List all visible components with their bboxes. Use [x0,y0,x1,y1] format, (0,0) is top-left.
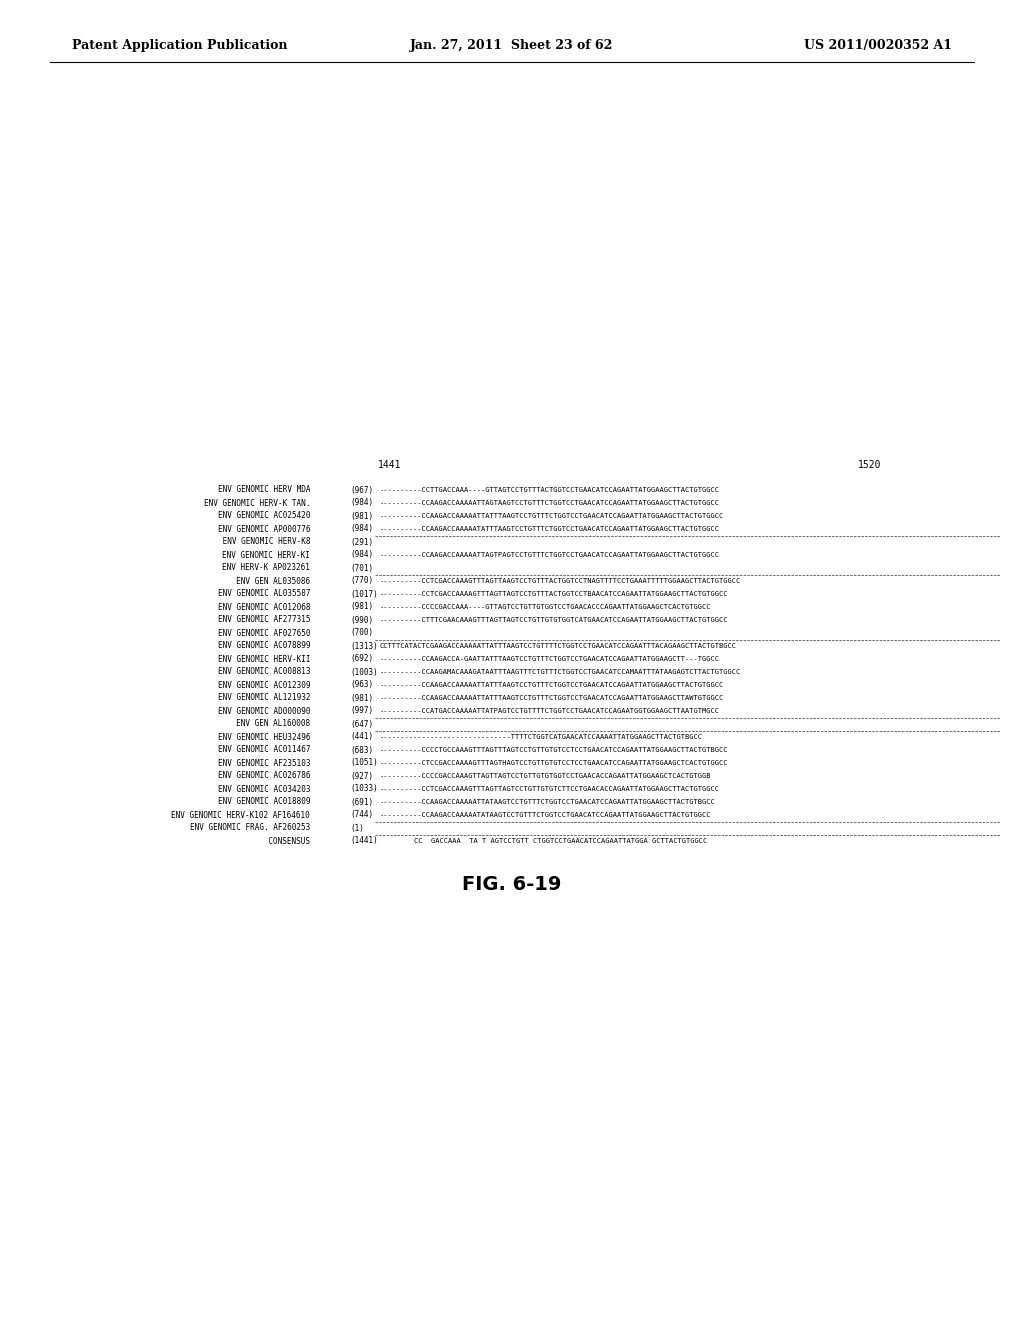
Text: (691): (691) [350,797,373,807]
Text: ENV GENOMIC AC008813: ENV GENOMIC AC008813 [217,668,310,676]
Text: ----------CCCCGACCAAA----GTTAGTCCTGTTGTGGTCCTGAACACCCAGAATTATGGAAGCTCACTGTGGCC: ----------CCCCGACCAAA----GTTAGTCCTGTTGTG… [380,605,712,610]
Text: (441): (441) [350,733,373,742]
Text: (1313): (1313) [350,642,378,651]
Text: ENV GENOMIC AC025420: ENV GENOMIC AC025420 [217,511,310,520]
Text: ENV GENOMIC HERV MDA: ENV GENOMIC HERV MDA [217,486,310,495]
Text: (1003): (1003) [350,668,378,676]
Text: (981): (981) [350,693,373,702]
Text: ENV HERV-K AP023261: ENV HERV-K AP023261 [222,564,310,573]
Text: ENV GENOMIC AC026786: ENV GENOMIC AC026786 [217,771,310,780]
Text: (1017): (1017) [350,590,378,598]
Text: ENV GENOMIC AF027650: ENV GENOMIC AF027650 [217,628,310,638]
Text: ENV GENOMIC AD000090: ENV GENOMIC AD000090 [217,706,310,715]
Text: ENV GENOMIC HERV-KI: ENV GENOMIC HERV-KI [222,550,310,560]
Text: Jan. 27, 2011  Sheet 23 of 62: Jan. 27, 2011 Sheet 23 of 62 [411,38,613,51]
Text: (770): (770) [350,577,373,586]
Text: US 2011/0020352 A1: US 2011/0020352 A1 [804,38,952,51]
Text: (990): (990) [350,615,373,624]
Text: (963): (963) [350,681,373,689]
Text: ENV GENOMIC AL121932: ENV GENOMIC AL121932 [217,693,310,702]
Text: ENV GENOMIC AC078899: ENV GENOMIC AC078899 [217,642,310,651]
Text: (700): (700) [350,628,373,638]
Text: ----------CCAAGACCAAAAATTATTTAAGTCCTGTTTCTGGTCCTGAACATCCAGAATTATGGAAGCTTACTGTGGC: ----------CCAAGACCAAAAATTATTTAAGTCCTGTTT… [380,682,724,688]
Text: ENV GENOMIC HEU32496: ENV GENOMIC HEU32496 [217,733,310,742]
Text: (683): (683) [350,746,373,755]
Text: ----------CCAAGACCAAAAATTATAAGTCCTGTTTCTGGTCCTGAACATCCAGAATTATGGAAGCTTACTGTBGCC: ----------CCAAGACCAAAAATTATAAGTCCTGTTTCT… [380,799,716,805]
Text: (291): (291) [350,537,373,546]
Text: (1033): (1033) [350,784,378,793]
Text: 1520: 1520 [858,459,882,470]
Text: CONSENSUS: CONSENSUS [199,837,310,846]
Text: (1051): (1051) [350,759,378,767]
Text: (744): (744) [350,810,373,820]
Text: Patent Application Publication: Patent Application Publication [72,38,288,51]
Text: CC  GACCAAA  TA T AGTCCTGTT CTGGTCCTGAACATCCAGAATTATGGA GCTTACTGTGGCC: CC GACCAAA TA T AGTCCTGTT CTGGTCCTGAACAT… [380,838,708,843]
Text: ENV GENOMIC FRAG. AF260253: ENV GENOMIC FRAG. AF260253 [189,824,310,833]
Text: ----------CCAAGAMACAAAGATAATTTAAGTTTCTGTTTCTGGTCCTGAACATCCAMAATTTATAAGAGTCTTACTG: ----------CCAAGAMACAAAGATAATTTAAGTTTCTGT… [380,669,741,675]
Text: ----------CCAAGACCAAAAATATTTAAGTCCTGTTTCTGGTCCTGAACATCCAGAATTATGGAAGCTTACTGTGGCC: ----------CCAAGACCAAAAATATTTAAGTCCTGTTTC… [380,525,720,532]
Text: (984): (984) [350,524,373,533]
Text: ----------CCTCGACCAAAAGTTTAGTTAGTCCTGTTTACTGGTCCTBAACATCCAGAATTATGGAAGCTTACTGTGG: ----------CCTCGACCAAAAGTTTAGTTAGTCCTGTTT… [380,591,728,597]
Text: (647): (647) [350,719,373,729]
Text: (692): (692) [350,655,373,664]
Text: ----------CCAAGACCAAAAATATAAGTCCTGTTTCTGGTCCTGAACATCCAGAATTATGGAAGCTTACTGTGGCC: ----------CCAAGACCAAAAATATAAGTCCTGTTTCTG… [380,812,712,818]
Text: 1441: 1441 [378,459,401,470]
Text: ----------CCAAGACCAAAAATTAGTPAGTCCTGTTTCTGGTCCTGAACATCCAGAATTATGGAAGCTTACTGTGGCC: ----------CCAAGACCAAAAATTAGTPAGTCCTGTTTC… [380,552,720,558]
Text: ----------CTTTCGAACAAAGTTTAGTTAGTCCTGTTGTGTGGTCATGAACATCCAGAATTATGGAAGCTTACTGTGG: ----------CTTTCGAACAAAGTTTAGTTAGTCCTGTTG… [380,616,728,623]
Text: (967): (967) [350,486,373,495]
Text: ----------CCCCTGCCAAAGTTTAGTTTAGTCCTGTTGTGTCCTCCTGAACATCCAGAATTATGGAAGCTTACTGTBG: ----------CCCCTGCCAAAGTTTAGTTTAGTCCTGTTG… [380,747,728,752]
Text: ENV GEN AL035086: ENV GEN AL035086 [213,577,310,586]
Text: ENV GENOMIC HERV-KII: ENV GENOMIC HERV-KII [217,655,310,664]
Text: (981): (981) [350,602,373,611]
Text: -------------------------------TTTTCTGGTCATGAACATCCAAAATTATGGAAGCTTACTGTBGCC: -------------------------------TTTTCTGGT… [380,734,703,741]
Text: ENV GENOMIC AC018809: ENV GENOMIC AC018809 [217,797,310,807]
Text: ENV GENOMIC HERV-K TAN.: ENV GENOMIC HERV-K TAN. [204,499,310,507]
Text: ENV GENOMIC AC034203: ENV GENOMIC AC034203 [217,784,310,793]
Text: ENV GENOMIC AF277315: ENV GENOMIC AF277315 [217,615,310,624]
Text: (984): (984) [350,499,373,507]
Text: ----------CCAAGACCA-GAATTATTTAAGTCCTGTTTCTGGTCCTGAACATCCAGAATTATGGAAGCTT---TGGCC: ----------CCAAGACCA-GAATTATTTAAGTCCTGTTT… [380,656,720,663]
Text: ----------CCCCGACCAAAGTTAGTTAGTCCTGTTGTGTGGTCCTGAACACCAGAATTATGGAAGCTCACTGTGGB: ----------CCCCGACCAAAGTTAGTTAGTCCTGTTGTG… [380,774,712,779]
Text: ----------CCAAGACCAAAAATTATTTAAGTCCTGTTTCTGGTCCTGAACATCCAGAATTATGGAAGCTTACTGTGGC: ----------CCAAGACCAAAAATTATTTAAGTCCTGTTT… [380,513,724,519]
Text: ----------CTCCGACCAAAAGTTTAGTHAGTCCTGTTGTGTCCTCCTGAACATCCAGAATTATGGAAGCTCACTGTGG: ----------CTCCGACCAAAAGTTTAGTHAGTCCTGTTG… [380,760,728,766]
Text: ----------CCTCGACCAAAGTTTAGTTAAGTCCTGTTTACTGGTCCTNAGTTTTCCTGAAATTTTTGGAAGCTTACTG: ----------CCTCGACCAAAGTTTAGTTAAGTCCTGTTT… [380,578,741,583]
Text: ----------CCTTGACCAAA----GTTAGTCCTGTTTACTGGTCCTGAACATCCAGAATTATGGAAGCTTACTGTGGCC: ----------CCTTGACCAAA----GTTAGTCCTGTTTAC… [380,487,720,492]
Text: ENV GENOMIC AC012068: ENV GENOMIC AC012068 [217,602,310,611]
Text: ENV GENOMIC AL035587: ENV GENOMIC AL035587 [217,590,310,598]
Text: (927): (927) [350,771,373,780]
Text: (984): (984) [350,550,373,560]
Text: ENV GEN AL160008: ENV GEN AL160008 [213,719,310,729]
Text: (701): (701) [350,564,373,573]
Text: (1): (1) [350,824,364,833]
Text: ENV GENOMIC AF235103: ENV GENOMIC AF235103 [217,759,310,767]
Text: ENV GENOMIC AC012309: ENV GENOMIC AC012309 [217,681,310,689]
Text: ENV GENOMIC HERV-K8: ENV GENOMIC HERV-K8 [217,537,310,546]
Text: (997): (997) [350,706,373,715]
Text: ----------CCATGACCAAAAATTATPAGTCCTGTTTTCTGGTCCTGAACATCCAGAATGGTGGAAGCTTAATGTMGCC: ----------CCATGACCAAAAATTATPAGTCCTGTTTTC… [380,708,720,714]
Text: ----------CCAAGACCAAAAATTATTTAAGTCCTGTTTCTGGTCCTGAACATCCAGAATTATGGAAGCTTAWTGTGGC: ----------CCAAGACCAAAAATTATTTAAGTCCTGTTT… [380,696,724,701]
Text: CCTTTCATACTCGAAGACCAAAAATTATTTAAGTCCTGTTTTCTGGTCCTGAACATCCAGAATTTACAGAAGCTTACTGT: CCTTTCATACTCGAAGACCAAAAATTATTTAAGTCCTGTT… [380,643,737,649]
Text: ENV GENOMIC HERV-K102 AF164610: ENV GENOMIC HERV-K102 AF164610 [171,810,310,820]
Text: ----------CCTCGACCAAAGTTTAGTTAGTCCTGTTGTGTCTTCCTGAACACCAGAATTATGGAAGCTTACTGTGGCC: ----------CCTCGACCAAAGTTTAGTTAGTCCTGTTGT… [380,785,720,792]
Text: ENV GENOMIC AC011467: ENV GENOMIC AC011467 [217,746,310,755]
Text: FIG. 6-19: FIG. 6-19 [462,874,562,894]
Text: (981): (981) [350,511,373,520]
Text: ----------CCAAGACCAAAAATTAGTAAGTCCTGTTTCTGGTCCTGAACATCCAGAATTATGGAAGCTTACTGTGGCC: ----------CCAAGACCAAAAATTAGTAAGTCCTGTTTC… [380,500,720,506]
Text: ENV GENOMIC AP000776: ENV GENOMIC AP000776 [217,524,310,533]
Text: (1441): (1441) [350,837,378,846]
